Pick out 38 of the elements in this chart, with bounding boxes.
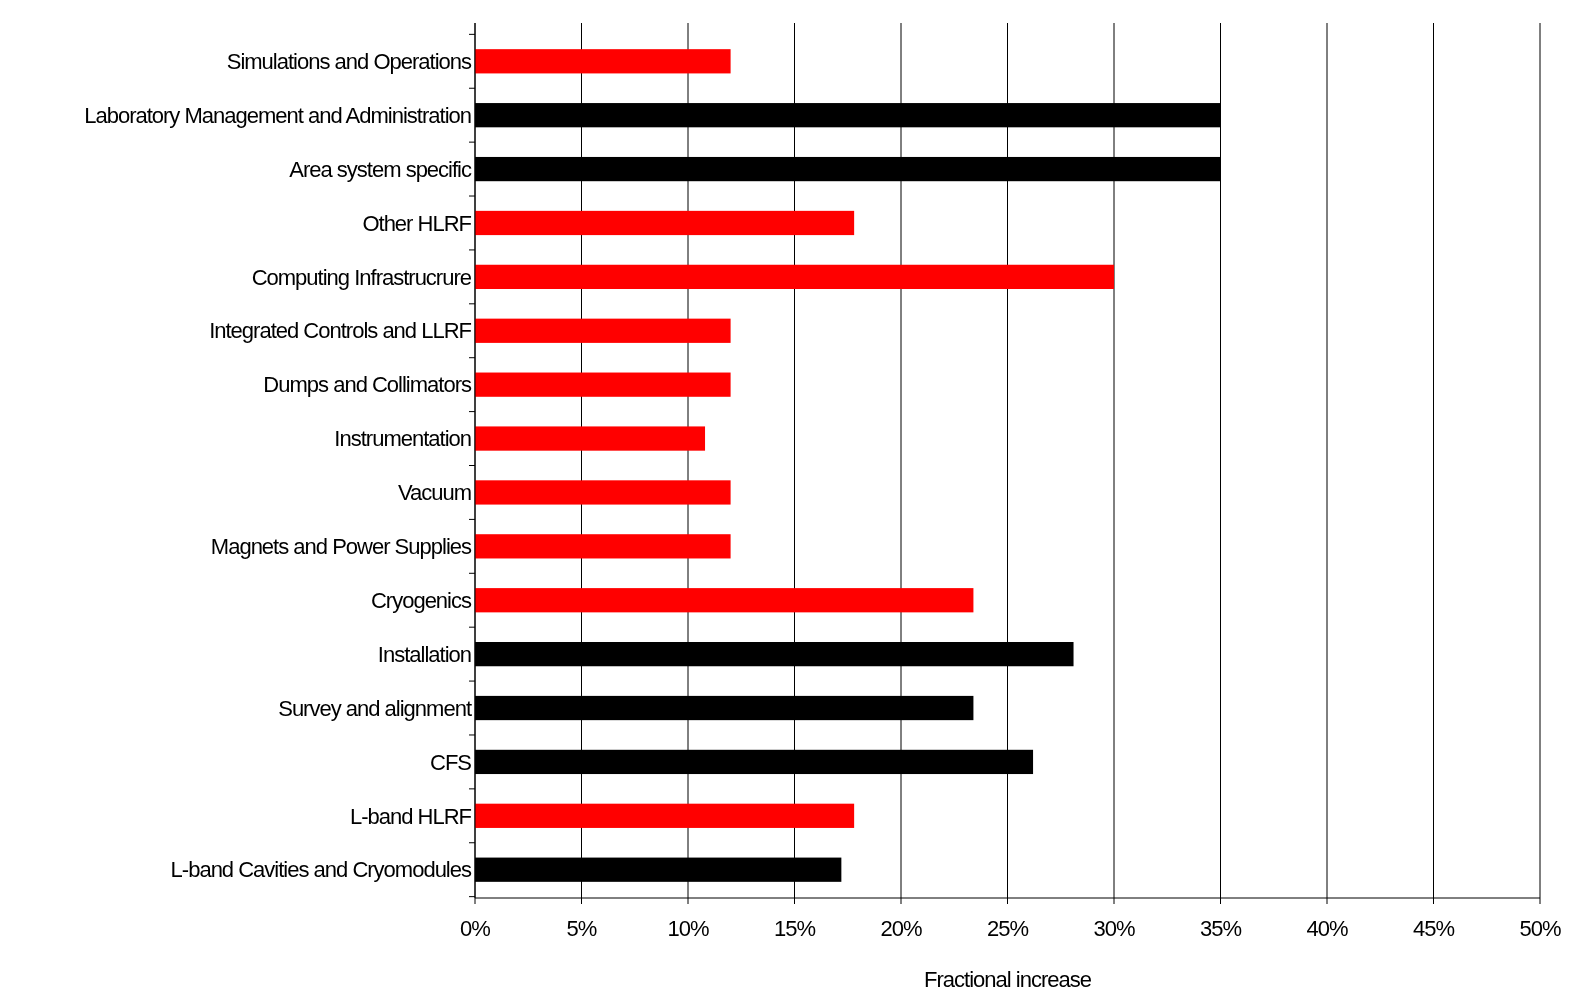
y-tick-label: Area system specific	[289, 156, 472, 182]
bar	[475, 534, 731, 559]
y-tick-label: Survey and alignment	[278, 695, 472, 721]
y-tick-label: L-band HLRF	[349, 803, 472, 829]
y-tick-label: Dumps and Collimators	[263, 372, 472, 398]
y-tick-label: Installation	[377, 641, 471, 667]
bar	[475, 210, 855, 236]
bar	[475, 49, 731, 74]
x-tick-label: 25%	[986, 916, 1029, 941]
x-tick-label: 35%	[1199, 916, 1242, 941]
y-tick-label: Laboratory Management and Administration	[84, 102, 471, 128]
x-tick-label: 5%	[566, 916, 597, 941]
x-axis-title: Fractional increase	[924, 967, 1092, 992]
x-tick-label: 10%	[667, 916, 709, 941]
x-tick-label: 50%	[1519, 916, 1561, 941]
x-tick-label: 0%	[460, 916, 491, 941]
bar	[475, 588, 974, 613]
y-tick-label: Other HLRF	[362, 210, 472, 236]
bar	[475, 480, 731, 505]
bar	[475, 426, 706, 451]
bar	[475, 803, 855, 828]
bar	[475, 264, 1114, 289]
y-tick-label: Cryogenics	[370, 587, 472, 613]
x-tick-label: 20%	[880, 916, 922, 941]
y-tick-label: CFS	[430, 749, 472, 775]
y-tick-label: Vacuum	[397, 480, 471, 506]
x-tick-label: 45%	[1412, 916, 1455, 941]
y-tick-label: Simulations and Operations	[226, 48, 472, 74]
x-tick-label: 30%	[1093, 916, 1135, 941]
y-tick-label: Magnets and Power Supplies	[210, 534, 472, 560]
y-tick-label: Instrumentation	[334, 426, 471, 452]
y-tick-label: L-band Cavities and Cryomodules	[170, 857, 472, 883]
y-tick-label: Computing Infrastrucrure	[251, 264, 472, 290]
x-tick-label: 15%	[773, 916, 816, 941]
x-tick-label: 40%	[1306, 916, 1348, 941]
bar	[475, 318, 731, 343]
y-tick-label: Integrated Controls and LLRF	[209, 318, 472, 344]
bar	[475, 372, 731, 397]
